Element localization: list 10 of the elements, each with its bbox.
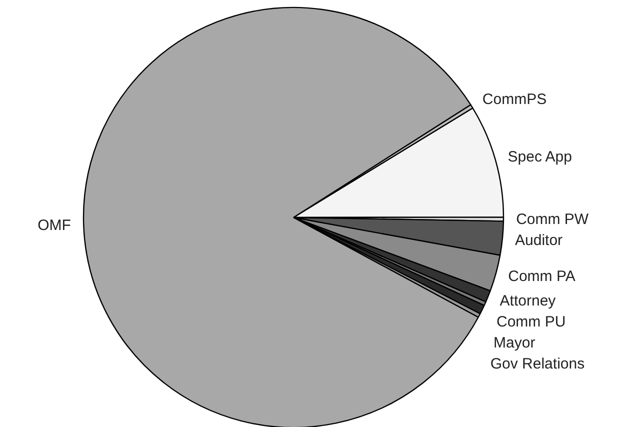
slice-label: OMF [38,217,71,234]
slice-label: Comm PW [516,210,590,228]
slice-label: Attorney [500,292,556,310]
slice-label: Comm PU [496,314,566,331]
slice-label: Auditor [515,232,563,249]
slice-label: Spec App [508,148,572,166]
slice-label: Gov Relations [490,356,585,373]
slice-label: Mayor [494,334,536,352]
slice-label: Comm PA [508,268,576,286]
slice-label: CommPS [482,91,547,108]
